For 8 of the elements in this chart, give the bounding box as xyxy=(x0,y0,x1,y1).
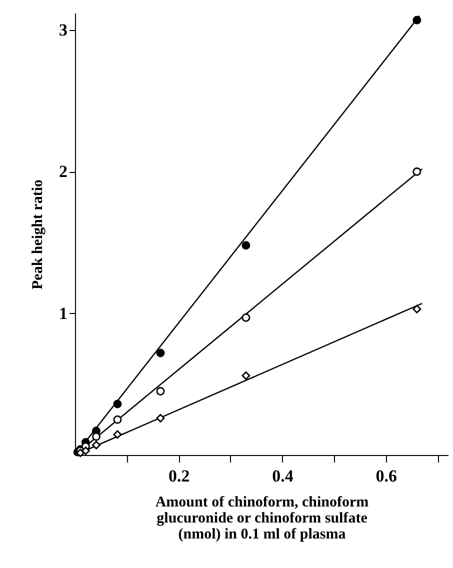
y-tick-label: 3 xyxy=(59,20,68,40)
y-tick-label: 1 xyxy=(59,304,68,323)
x-tick-label: 0.4 xyxy=(272,466,294,486)
x-tick-label: 0.2 xyxy=(168,466,190,486)
y-axis-title: Peak height ratio xyxy=(30,180,46,290)
y-tick-label: 2 xyxy=(59,162,68,182)
x-axis-title: Amount of chinoform, chinoform glucuronide or chinoform sulfate (nmol) in 0.1 ml of plasma xyxy=(155,494,370,542)
x-tick-label: 0.6 xyxy=(376,466,397,486)
